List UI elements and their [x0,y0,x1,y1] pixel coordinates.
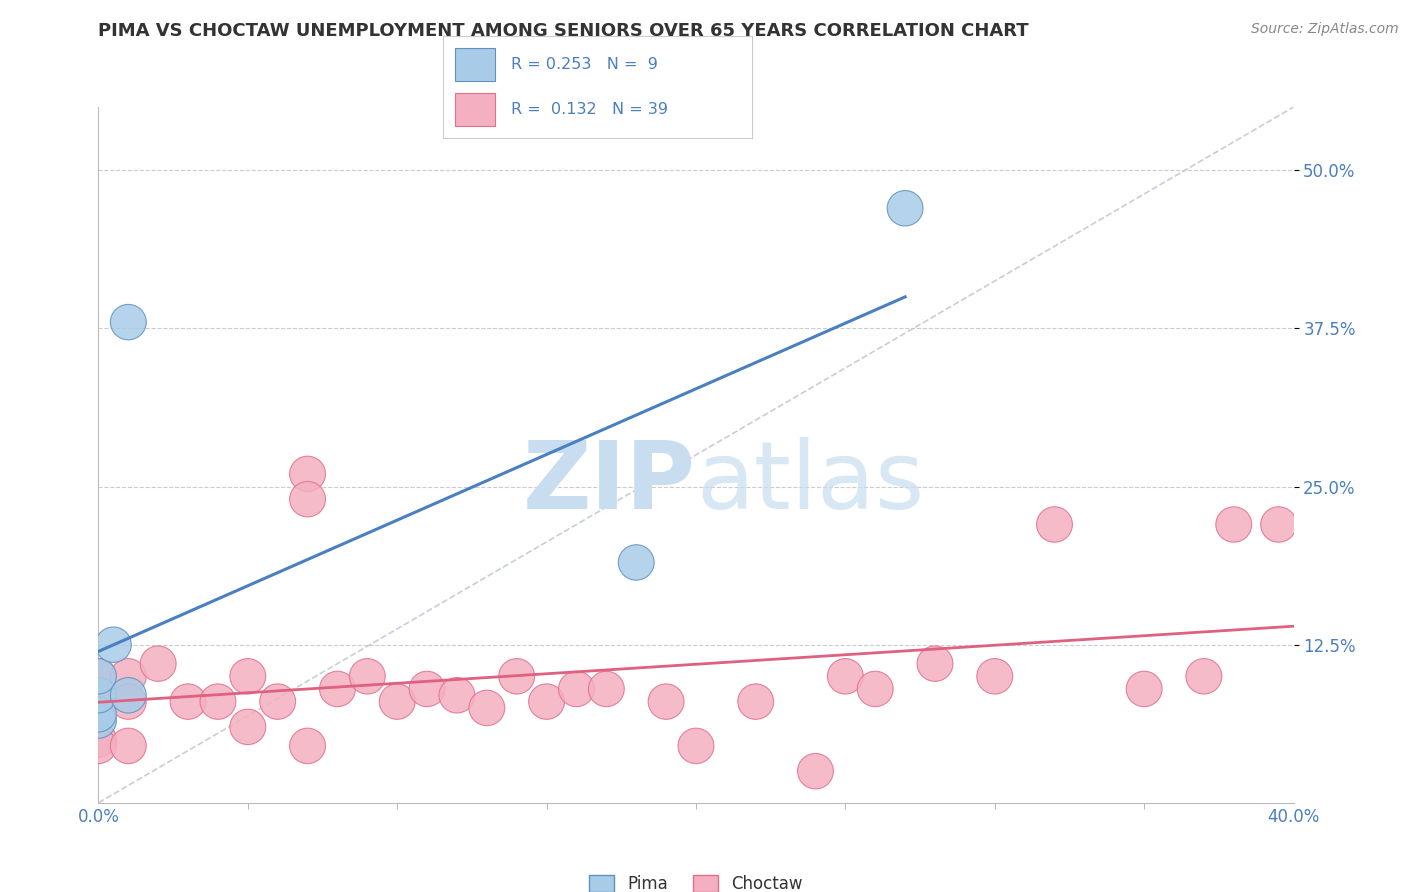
Ellipse shape [827,658,863,694]
Ellipse shape [96,627,131,663]
Ellipse shape [797,754,834,789]
Ellipse shape [439,678,475,713]
Ellipse shape [80,697,117,732]
Ellipse shape [110,658,146,694]
Ellipse shape [1261,507,1296,542]
Ellipse shape [1036,507,1073,542]
Text: R =  0.132   N = 39: R = 0.132 N = 39 [510,102,668,117]
Ellipse shape [917,646,953,681]
Legend: Pima, Choctaw: Pima, Choctaw [581,867,811,892]
Ellipse shape [80,672,117,706]
Ellipse shape [290,456,325,491]
Ellipse shape [80,678,117,713]
Ellipse shape [409,672,446,706]
Ellipse shape [231,658,266,694]
Ellipse shape [1187,658,1222,694]
Ellipse shape [141,646,176,681]
Ellipse shape [738,684,773,719]
Ellipse shape [1126,672,1161,706]
Text: ZIP: ZIP [523,437,696,529]
Ellipse shape [110,678,146,713]
Ellipse shape [319,672,356,706]
FancyBboxPatch shape [456,48,495,81]
Ellipse shape [110,304,146,340]
Text: R = 0.253   N =  9: R = 0.253 N = 9 [510,57,658,72]
Ellipse shape [589,672,624,706]
Ellipse shape [858,672,893,706]
Ellipse shape [80,728,117,764]
FancyBboxPatch shape [456,93,495,126]
Ellipse shape [80,658,117,694]
Ellipse shape [887,191,924,226]
Ellipse shape [648,684,685,719]
Ellipse shape [678,728,714,764]
Ellipse shape [231,709,266,745]
Ellipse shape [200,684,236,719]
Ellipse shape [977,658,1012,694]
Ellipse shape [350,658,385,694]
Ellipse shape [499,658,534,694]
Ellipse shape [290,482,325,516]
Ellipse shape [260,684,295,719]
Ellipse shape [619,545,654,580]
Ellipse shape [470,690,505,725]
Text: Source: ZipAtlas.com: Source: ZipAtlas.com [1251,22,1399,37]
Ellipse shape [80,703,117,739]
Ellipse shape [1216,507,1251,542]
Ellipse shape [380,684,415,719]
Ellipse shape [80,658,117,694]
Ellipse shape [290,728,325,764]
Ellipse shape [110,684,146,719]
Ellipse shape [529,684,565,719]
Ellipse shape [110,728,146,764]
Ellipse shape [170,684,207,719]
Text: atlas: atlas [696,437,924,529]
Text: PIMA VS CHOCTAW UNEMPLOYMENT AMONG SENIORS OVER 65 YEARS CORRELATION CHART: PIMA VS CHOCTAW UNEMPLOYMENT AMONG SENIO… [98,22,1029,40]
Ellipse shape [80,722,117,757]
Ellipse shape [558,672,595,706]
